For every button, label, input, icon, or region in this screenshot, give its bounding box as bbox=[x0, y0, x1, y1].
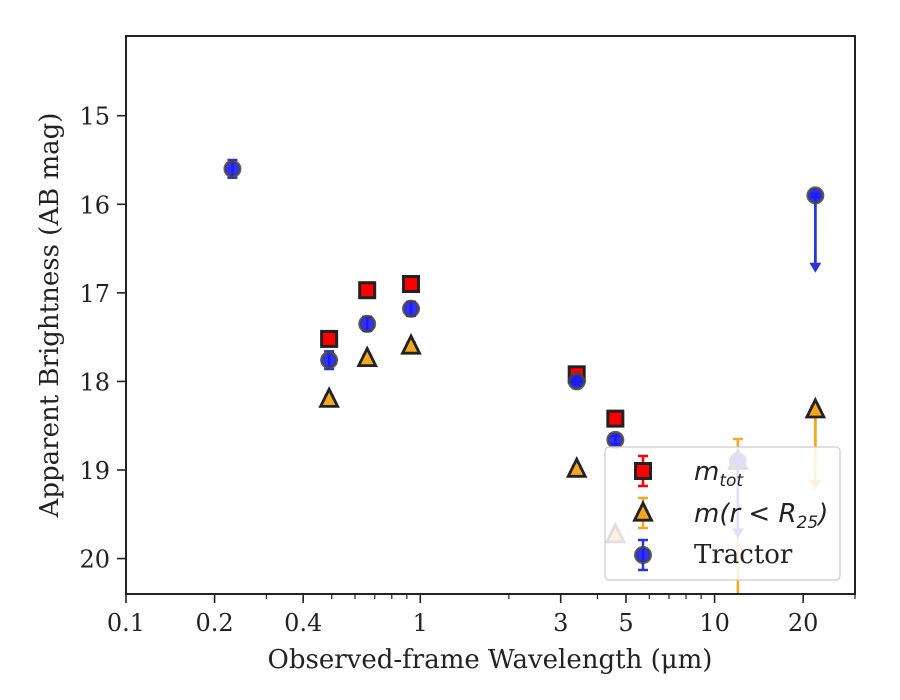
legend-label-tractor: Tractor bbox=[694, 540, 793, 570]
point-marker bbox=[358, 314, 377, 333]
x-tick-label: 5 bbox=[618, 609, 633, 637]
data-point bbox=[806, 186, 825, 273]
data-point bbox=[320, 329, 339, 348]
data-point bbox=[356, 345, 378, 368]
y-tick-label: 18 bbox=[79, 368, 110, 396]
point-marker bbox=[318, 386, 340, 408]
point-marker bbox=[320, 351, 339, 370]
y-tick-label: 17 bbox=[79, 280, 110, 308]
point-marker bbox=[402, 299, 421, 318]
y-axis: 15 16 17 18 19 20 bbox=[79, 103, 126, 574]
point-marker bbox=[606, 430, 625, 449]
point-marker bbox=[358, 281, 377, 300]
legend: mtot m(r < R25) Tractor bbox=[604, 446, 841, 581]
data-point bbox=[567, 372, 586, 391]
data-point bbox=[565, 456, 588, 478]
x-tick-label: 1 bbox=[413, 609, 428, 637]
data-point bbox=[606, 409, 625, 428]
point-marker bbox=[804, 396, 827, 419]
data-point bbox=[358, 281, 377, 300]
x-tick-label: 10 bbox=[699, 609, 730, 637]
plot-frame bbox=[125, 35, 856, 595]
legend-marker-tractor bbox=[634, 538, 652, 572]
data-point bbox=[606, 430, 625, 449]
legend-marker-mr25 bbox=[632, 496, 654, 530]
x-tick-label: 0.2 bbox=[196, 609, 234, 637]
x-axis: 0.1 0.2 0.4 1 3 5 10 20 bbox=[107, 594, 856, 637]
data-point bbox=[402, 299, 421, 318]
data-point bbox=[400, 332, 422, 355]
point-marker bbox=[402, 275, 421, 293]
legend-symbol bbox=[634, 546, 652, 564]
point-marker bbox=[400, 332, 422, 355]
point-marker bbox=[565, 456, 588, 478]
point-marker bbox=[223, 159, 242, 178]
y-axis-title: Apparent Brightness (AB mag) bbox=[35, 113, 65, 519]
legend-marker-mtot bbox=[634, 454, 652, 488]
legend-box bbox=[604, 446, 841, 581]
data-point bbox=[223, 158, 242, 179]
x-axis-title: Observed-frame Wavelength (μm) bbox=[268, 645, 713, 675]
point-marker bbox=[356, 345, 378, 368]
x-tick-label: 0.4 bbox=[284, 609, 322, 637]
legend-symbol bbox=[632, 499, 654, 522]
x-tick-label: 3 bbox=[553, 609, 568, 637]
y-tick-label: 19 bbox=[79, 457, 110, 485]
legend-label-mtot: mtot bbox=[694, 457, 744, 491]
y-tick-label: 20 bbox=[79, 546, 110, 574]
data-point bbox=[402, 275, 421, 293]
legend-label-mr25: m(r < R25) bbox=[694, 499, 828, 533]
data-point bbox=[320, 350, 339, 371]
legend-symbol bbox=[634, 462, 652, 480]
x-tick-label: 0.1 bbox=[107, 609, 145, 637]
legend-markers bbox=[632, 454, 654, 572]
point-marker bbox=[567, 372, 586, 391]
point-marker bbox=[606, 409, 625, 428]
series-mtot bbox=[320, 275, 625, 428]
data-point bbox=[318, 386, 340, 408]
x-tick-label: 20 bbox=[788, 609, 819, 637]
data-point bbox=[358, 314, 377, 333]
point-marker bbox=[806, 186, 825, 205]
limit-arrowhead bbox=[809, 262, 822, 273]
y-tick-label: 15 bbox=[79, 103, 110, 131]
point-marker bbox=[320, 329, 339, 348]
y-tick-label: 16 bbox=[79, 191, 110, 219]
